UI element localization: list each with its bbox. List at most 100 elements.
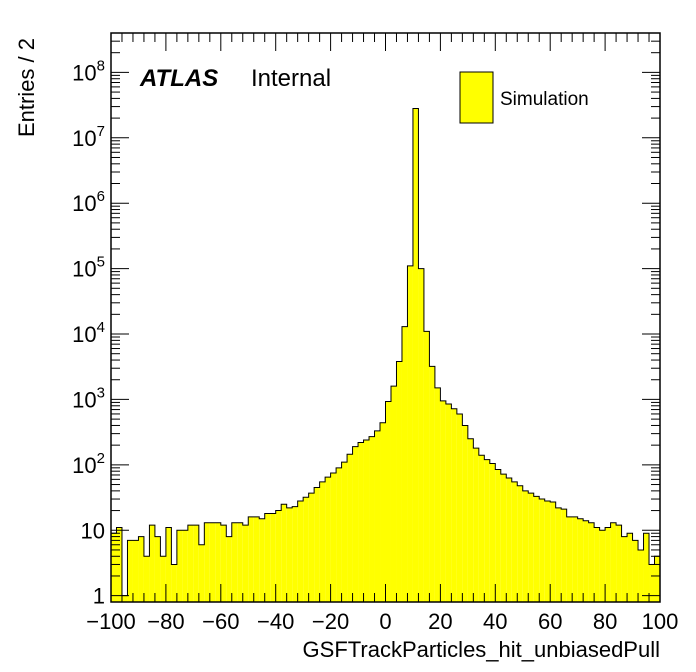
histogram-bar [380, 422, 386, 602]
histogram-bar [467, 438, 474, 602]
histogram-bar [292, 506, 298, 602]
histogram-bar [495, 469, 501, 602]
histogram-bar [303, 497, 309, 602]
histogram-bar [226, 536, 232, 602]
x-tick-label: −40 [257, 609, 294, 634]
histogram-bar [253, 516, 260, 602]
histogram-bar [599, 530, 606, 602]
histogram-bar [440, 400, 446, 602]
histogram-bar [369, 436, 375, 602]
histogram-bar [297, 501, 304, 602]
histogram-bar [363, 439, 370, 602]
histogram-bar [171, 564, 177, 602]
y-tick-label: 10 [81, 518, 105, 543]
histogram-bar [149, 525, 155, 602]
histogram-bar [358, 442, 364, 602]
x-tick-label: 60 [538, 609, 562, 634]
histogram-bar [544, 501, 551, 602]
histogram-bar [423, 331, 430, 602]
x-axis-title: GSFTrackParticles_hit_unbiasedPull [303, 637, 660, 662]
x-tick-label: 20 [428, 609, 452, 634]
histogram-bar [434, 387, 441, 602]
histogram-bar [138, 536, 144, 602]
histogram-bar [264, 513, 271, 602]
histogram-bar [352, 446, 359, 602]
histogram-bar [484, 459, 490, 602]
histogram-bar [347, 454, 353, 602]
histogram-bar [286, 507, 293, 602]
histogram-bar [330, 473, 337, 602]
histogram-bar [533, 496, 540, 602]
histogram-bar [231, 522, 238, 602]
histogram-bar [654, 556, 660, 602]
histogram-bar [539, 499, 545, 602]
x-tick-label: −20 [312, 609, 349, 634]
histogram-bar [522, 490, 529, 602]
histogram-bar [632, 540, 639, 602]
y-tick-label: 108 [72, 57, 105, 85]
histogram-bar [325, 477, 331, 602]
histogram-bar [418, 268, 424, 602]
x-axis: −100 −80 −60 −40 −20 0 20 40 60 80 100 [86, 33, 678, 634]
x-tick-label: −80 [147, 609, 184, 634]
internal-label: Internal [251, 65, 331, 92]
histogram-bar [649, 564, 655, 602]
y-tick-label: 106 [72, 188, 105, 216]
histogram-bar [127, 540, 133, 602]
histogram-bar [314, 487, 320, 602]
histogram-bar [209, 522, 216, 602]
histogram-bar [577, 518, 584, 602]
histogram-bar [396, 361, 402, 602]
legend: Simulation [459, 71, 589, 124]
histogram-bar [506, 477, 512, 602]
histogram-bar [511, 481, 518, 602]
atlas-label: ATLAS [139, 65, 218, 92]
histogram-bar [605, 527, 611, 602]
y-tick-label: 104 [72, 319, 105, 347]
x-tick-label: −100 [86, 609, 136, 634]
x-tick-label: 80 [593, 609, 617, 634]
histogram-bar [154, 536, 161, 602]
histogram-bar [456, 413, 463, 602]
histogram-bar [489, 463, 496, 602]
histogram-bar [176, 530, 183, 602]
histogram-bar [237, 522, 243, 602]
histogram-bar [407, 265, 413, 602]
histogram-bar [621, 536, 628, 602]
histogram-bar [561, 509, 567, 602]
histogram-bar [281, 504, 287, 602]
histogram-bar [248, 516, 254, 602]
histogram-bars [110, 108, 661, 603]
histogram-bar [111, 533, 117, 602]
histogram-bar [259, 518, 265, 602]
histogram-bar [336, 467, 342, 602]
histogram-bar [616, 525, 622, 602]
histogram-bar [429, 366, 435, 602]
histogram-bar [638, 549, 644, 602]
x-tick-label: 100 [642, 609, 679, 634]
histogram-bar [594, 527, 600, 602]
histogram-bar [462, 425, 468, 602]
histogram-bar [572, 516, 578, 602]
histogram-bar [412, 108, 419, 603]
y-tick-label: 102 [72, 450, 105, 478]
histogram-bar [643, 533, 650, 602]
histogram-bar [550, 502, 556, 602]
histogram-bar [517, 485, 523, 602]
histogram-bar [193, 525, 199, 602]
x-tick-label: −60 [202, 609, 239, 634]
histogram-bar [610, 522, 617, 602]
histogram-bar [451, 408, 457, 602]
histogram-bar [270, 513, 276, 602]
histogram-bar [187, 525, 194, 602]
histogram-bar [132, 540, 139, 602]
y-tick-label: 1 [93, 584, 105, 609]
histogram-bar [374, 430, 381, 602]
histogram-bar [198, 544, 205, 602]
histogram-bar [500, 474, 507, 602]
histogram-bar [319, 481, 326, 602]
histogram-bar [385, 401, 391, 602]
histogram-bar [627, 533, 633, 602]
y-tick-label: 105 [72, 254, 105, 282]
